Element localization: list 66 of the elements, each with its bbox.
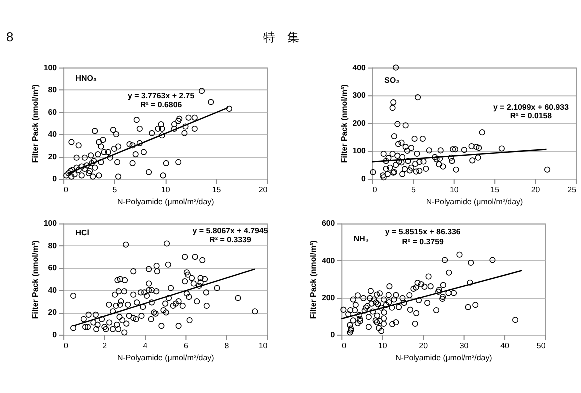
annotation: HCl <box>76 228 90 238</box>
x-tick-label: 50 <box>536 341 546 350</box>
y-tick-label: 100 <box>352 146 367 156</box>
annotation: y = 2.1099x + 60.933 <box>494 102 570 112</box>
x-axis-title: N-Polyamide (μmol/m²/day) <box>396 353 493 362</box>
x-tick-label: 5 <box>411 185 416 194</box>
annotation: R² = 0.6806 <box>140 100 183 110</box>
x-tick-label: 40 <box>500 341 510 350</box>
y-tick-label: 20 <box>48 152 58 162</box>
annotation: R² = 0.0158 <box>510 112 553 121</box>
y-tick-label: 0 <box>330 330 336 340</box>
x-axis-title: N-Polyamide (μmol/m²/day) <box>117 353 215 362</box>
y-tick-label: 40 <box>48 130 58 140</box>
y-tick-label: 200 <box>352 118 367 128</box>
y-tick-label: 80 <box>48 241 58 250</box>
x-tick-label: 15 <box>212 185 222 194</box>
y-tick-label: 100 <box>44 219 58 228</box>
annotation: NH₃ <box>354 234 370 244</box>
annotation: y = 3.7763x + 2.75 <box>128 92 196 101</box>
y-tick-label: 80 <box>48 86 58 95</box>
annotation: SO₂ <box>384 76 400 86</box>
x-tick-label: 25 <box>568 185 578 194</box>
x-tick-label: 10 <box>161 185 171 194</box>
x-axis-title: N-Polyamide (μmol/m²/day) <box>426 197 524 206</box>
x-tick-label: 10 <box>258 341 268 350</box>
x-axis-title: N-Polyamide (μmol/m²/day) <box>117 197 215 206</box>
y-tick-label: 40 <box>48 286 58 295</box>
x-tick-label: 15 <box>490 185 500 194</box>
annotation: HNO₃ <box>76 74 98 83</box>
y-tick-label: 300 <box>352 91 367 100</box>
x-tick-label: 20 <box>531 185 541 194</box>
x-tick-label: 4 <box>143 341 148 350</box>
y-tick-label: 600 <box>322 219 336 228</box>
y-tick-label: 0 <box>362 174 367 184</box>
annotation: R² = 0.3759 <box>402 238 445 247</box>
x-tick-label: 6 <box>184 341 190 350</box>
x-tick-label: 0 <box>372 185 378 194</box>
y-tick-label: 20 <box>48 308 58 318</box>
x-tick-label: 10 <box>378 341 388 350</box>
y-tick-label: 400 <box>352 63 367 72</box>
y-tick-label: 200 <box>322 293 336 302</box>
y-tick-label: 60 <box>48 264 58 273</box>
x-tick-label: 0 <box>64 185 70 194</box>
x-tick-label: 5 <box>112 185 118 194</box>
x-tick-label: 20 <box>258 185 268 194</box>
y-tick-label: 0 <box>52 174 58 184</box>
y-tick-label: 400 <box>322 256 336 266</box>
x-tick-label: 2 <box>102 341 108 350</box>
y-axis-title: Filter Pack (nmol/m³) <box>30 84 40 164</box>
annotation: y = 5.8067x + 4.7945 <box>192 226 269 236</box>
y-tick-label: 0 <box>52 330 58 340</box>
x-tick-label: 8 <box>224 341 230 350</box>
y-tick-label: 100 <box>44 63 58 72</box>
text: 8 <box>6 30 14 45</box>
x-tick-label: 30 <box>460 341 470 350</box>
x-tick-label: 0 <box>64 341 70 350</box>
text: 特 集 <box>263 30 300 45</box>
y-axis-title: Filter Pack (nmol/m³) <box>308 240 318 320</box>
x-tick-label: 20 <box>419 341 429 350</box>
x-tick-label: 10 <box>450 185 460 194</box>
y-axis-title: Filter Pack (nmol/m³) <box>30 240 40 320</box>
y-tick-label: 60 <box>48 108 58 117</box>
x-tick-label: 0 <box>342 341 348 350</box>
y-axis-title: Filter Pack (nmol/m³) <box>340 84 349 164</box>
annotation: R² = 0.3339 <box>210 235 252 244</box>
annotation: y = 5.8515x + 86.336 <box>385 228 462 237</box>
